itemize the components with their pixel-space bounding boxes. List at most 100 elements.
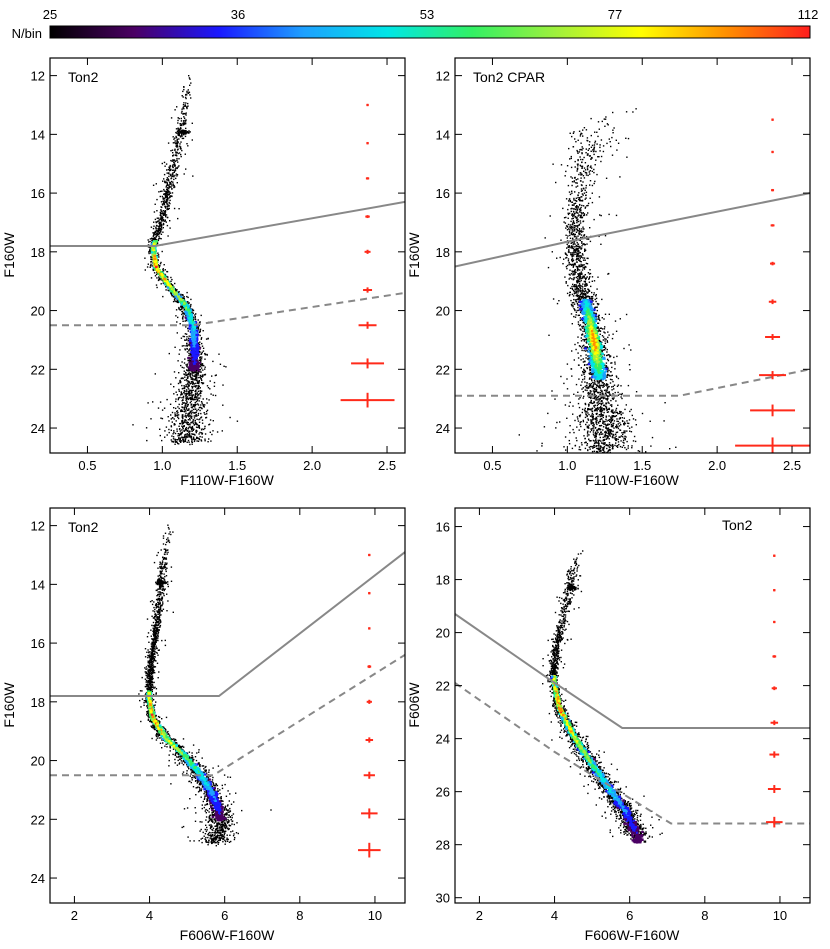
star-point	[192, 422, 194, 424]
star-point	[615, 375, 618, 377]
star-point	[189, 94, 191, 96]
star-point	[173, 423, 175, 425]
star-point	[599, 447, 602, 450]
star-point	[176, 289, 178, 291]
star-point	[604, 235, 607, 237]
star-point	[569, 277, 571, 279]
star-point	[593, 146, 596, 148]
star-point	[608, 430, 610, 433]
star-point	[184, 348, 186, 350]
star-point	[163, 161, 166, 164]
star-point	[180, 394, 182, 396]
star-point	[199, 334, 201, 337]
star-point	[202, 398, 204, 400]
star-point	[587, 174, 589, 177]
star-point	[170, 426, 173, 428]
star-point	[592, 447, 594, 449]
star-point	[196, 327, 198, 329]
star-point	[577, 163, 579, 165]
star-point	[172, 159, 174, 161]
star-point	[175, 407, 177, 410]
star-point	[588, 144, 590, 146]
star-point	[604, 433, 606, 436]
star-point	[186, 436, 188, 438]
star-point	[156, 233, 158, 236]
star-point	[587, 391, 590, 394]
star-point	[606, 376, 608, 378]
density-cell	[153, 267, 157, 270]
star-point	[192, 378, 194, 380]
star-point	[576, 151, 579, 153]
star-point	[590, 158, 592, 160]
star-point	[168, 175, 170, 178]
star-point	[179, 136, 182, 138]
star-point	[188, 413, 191, 415]
star-point	[164, 181, 166, 184]
star-point	[573, 286, 575, 288]
star-point	[195, 371, 197, 374]
star-point	[165, 196, 167, 198]
star-point	[581, 200, 584, 202]
star-point	[191, 433, 193, 435]
star-point	[173, 431, 175, 434]
star-point	[192, 386, 194, 388]
star-point	[164, 211, 167, 213]
density-cell	[155, 263, 158, 266]
star-point	[175, 391, 177, 393]
star-point	[188, 384, 190, 386]
star-point	[212, 394, 214, 396]
star-point	[206, 398, 208, 400]
star-point	[190, 413, 193, 415]
star-point	[163, 407, 166, 409]
star-point	[602, 345, 605, 347]
star-point	[596, 412, 598, 415]
star-point	[573, 263, 576, 265]
star-point	[175, 415, 177, 417]
star-point	[571, 246, 574, 249]
star-point	[599, 319, 601, 322]
star-point	[173, 430, 175, 432]
colorbar-tick-label: 53	[420, 7, 434, 22]
star-point	[190, 303, 192, 306]
density-cell	[188, 342, 192, 345]
star-point	[186, 374, 188, 376]
star-point	[173, 371, 176, 373]
star-point	[583, 296, 586, 299]
star-point	[606, 428, 609, 430]
star-point	[152, 232, 154, 234]
star-point	[586, 243, 588, 245]
star-point	[172, 183, 174, 185]
star-point	[172, 440, 174, 443]
star-point	[582, 194, 584, 196]
star-point	[572, 247, 575, 250]
star-point	[186, 364, 188, 367]
star-point	[191, 122, 193, 124]
star-point	[584, 281, 587, 283]
star-point	[578, 259, 580, 261]
star-point	[194, 314, 196, 316]
star-point	[190, 376, 192, 378]
star-point	[571, 229, 573, 231]
star-point	[172, 284, 174, 287]
star-point	[195, 400, 198, 403]
star-point	[159, 229, 162, 231]
star-point	[197, 393, 200, 396]
star-point	[541, 442, 543, 445]
star-point	[161, 215, 163, 218]
star-point	[204, 425, 206, 428]
star-point	[197, 414, 199, 416]
star-point	[590, 386, 592, 388]
star-point	[607, 359, 610, 362]
star-point	[195, 422, 197, 424]
star-point	[585, 385, 588, 387]
star-point	[593, 391, 595, 393]
density-cell	[174, 295, 177, 298]
density-cell	[163, 276, 167, 279]
star-point	[193, 417, 196, 419]
star-point	[171, 295, 173, 297]
star-point	[159, 195, 161, 198]
star-point	[581, 165, 584, 167]
star-point	[589, 368, 591, 370]
star-point	[603, 331, 605, 333]
star-point	[191, 421, 193, 423]
